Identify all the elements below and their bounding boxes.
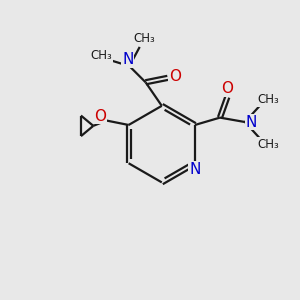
- Text: CH₃: CH₃: [257, 138, 279, 151]
- Text: O: O: [221, 81, 233, 96]
- Text: N: N: [122, 52, 134, 67]
- Text: CH₃: CH₃: [257, 93, 279, 106]
- Text: CH₃: CH₃: [133, 32, 155, 46]
- Text: CH₃: CH₃: [91, 49, 112, 62]
- Text: O: O: [169, 69, 181, 84]
- Text: N: N: [246, 115, 257, 130]
- Text: O: O: [94, 109, 106, 124]
- Text: N: N: [189, 162, 201, 177]
